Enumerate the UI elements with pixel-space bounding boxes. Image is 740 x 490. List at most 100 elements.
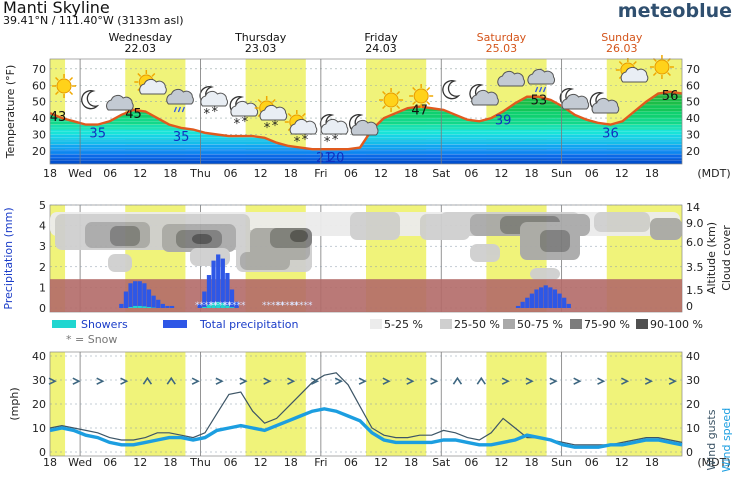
wind-arrow (263, 377, 272, 385)
temp-band (50, 159, 682, 164)
wind-arrow (573, 377, 582, 385)
shower-bar (137, 305, 142, 308)
precip-tick-label: 4 (39, 220, 46, 233)
temp-band (50, 144, 682, 150)
wind-arrow (239, 377, 248, 385)
precip-tick-label: 0 (39, 302, 46, 315)
wind-arrow (358, 377, 367, 385)
timezone-label: (MDT) (697, 456, 730, 469)
precip-bar (225, 272, 230, 308)
temp-band (50, 139, 682, 145)
x-tick-label: Fri (314, 456, 327, 469)
wind-arrow (96, 377, 105, 385)
cloud-shape (230, 100, 259, 117)
wind-axis-title: (mph) (8, 387, 21, 420)
snow-flake: * (294, 135, 301, 150)
wind-arrow (406, 377, 415, 385)
snow-flake: * (272, 119, 279, 134)
temp-tick-label-right: 20 (686, 145, 700, 158)
wind-arrow (644, 377, 654, 385)
precip-axis-title: Precipitation (mm) (2, 207, 15, 309)
cloud-cover-blob (350, 212, 400, 240)
sun-ray (137, 72, 142, 77)
precip-tick-label: 3 (39, 240, 46, 253)
moon-cloud-icon (469, 84, 499, 106)
snow-flake: * (302, 133, 309, 148)
altitude-tick-label: 9.0 (686, 217, 704, 230)
rain-drop (181, 106, 186, 113)
cloud-cover-blob (110, 226, 140, 246)
temp-max-label: 53 (531, 94, 548, 109)
cloud-icon (106, 94, 134, 111)
legend-swatch-cloud (440, 319, 452, 329)
x-tick-label: 06 (585, 167, 599, 180)
x-tick-label: Sat (432, 167, 451, 180)
wind-tick-label: 10 (32, 422, 46, 435)
cloud-shape (527, 68, 556, 85)
wind-speed-axis-title: Wind speed (720, 408, 733, 472)
cloud-shape (139, 78, 167, 95)
legend-swatch-total (163, 320, 187, 328)
legend-label-cloud: 75-90 % (584, 318, 630, 331)
precip-bar (156, 299, 161, 308)
x-tick-label: Thu (189, 167, 211, 180)
precip-tick-label: 1 (39, 281, 46, 294)
sun-ray (426, 86, 431, 91)
cloud-shape (259, 104, 288, 121)
legend-label-cloud: 5-25 % (384, 318, 423, 331)
temp-frame (49, 58, 683, 165)
precip-bar (234, 301, 239, 308)
rain-cloud-icon (166, 88, 194, 113)
wind-tick-label-right: 40 (686, 350, 700, 363)
cloud-shape (166, 88, 194, 105)
shower-bar (220, 302, 225, 308)
shower-bar (211, 302, 216, 308)
sun-ray (412, 86, 417, 91)
precip-tick-label: 2 (39, 261, 46, 274)
temp-tick-label: 60 (32, 79, 46, 92)
cloud-cover-blob (530, 268, 560, 280)
shower-bar (202, 306, 207, 308)
cloud-shape (561, 93, 590, 110)
temp-max-label: 56 (662, 89, 679, 104)
precipitation-bars (119, 254, 571, 308)
rain-drop (173, 106, 178, 113)
wind-arrow (120, 377, 129, 385)
snow-flake: * (332, 133, 339, 148)
night-snow-icon: * * (319, 114, 349, 150)
x-tick-label: 12 (615, 456, 629, 469)
day-name: Saturday (477, 31, 527, 44)
cloud-cover-blob (540, 230, 570, 252)
snow-flake: * (324, 135, 331, 150)
altitude-tick-label: 0 (686, 300, 693, 313)
cloud-cover-blob (594, 212, 650, 232)
shower-bar (206, 304, 212, 308)
sun-icon (409, 84, 434, 108)
sun-ray (652, 72, 657, 77)
temp-tick-label: 70 (32, 63, 46, 76)
precip-bar (562, 297, 567, 308)
shower-bar (225, 305, 230, 308)
snow-flake: * (264, 121, 271, 136)
temp-tick-label-right: 30 (686, 128, 700, 141)
brand-logo[interactable]: meteoblue (617, 0, 732, 22)
snow-marker: ***** (209, 301, 232, 311)
x-tick-label: 12 (374, 167, 388, 180)
temp-min-label: 35 (173, 130, 190, 145)
day-name: Friday (364, 31, 398, 44)
cloud-shape (200, 90, 229, 107)
cloud-cover-layer (50, 212, 682, 280)
day-date: 23.03 (245, 42, 277, 55)
x-tick-label: 12 (494, 456, 508, 469)
location-coords: 39.41°N / 111.40°W (3133m asl) (3, 14, 184, 27)
x-tick-label: Wed (68, 167, 92, 180)
x-tick-label: 12 (254, 167, 268, 180)
day-name: Sunday (601, 31, 643, 44)
wind-tick-label: 40 (32, 350, 46, 363)
temp-max-label: 45 (125, 107, 142, 122)
daylight-band (50, 352, 66, 456)
shower-bar (216, 301, 221, 308)
cloud-shape (620, 66, 649, 83)
wind-arrow (166, 376, 176, 385)
